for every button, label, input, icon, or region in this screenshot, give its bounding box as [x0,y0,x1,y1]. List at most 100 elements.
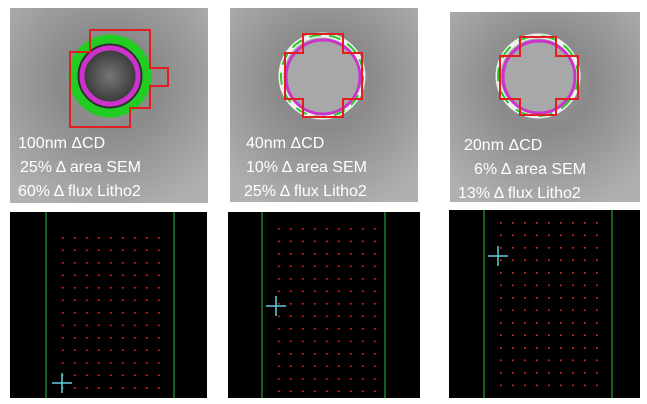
sample-dot [500,272,502,274]
sample-dot [350,278,352,280]
sample-dot [560,310,562,312]
sample-dot [314,291,316,293]
sample-dot [512,285,514,287]
sample-dot [158,362,160,364]
sample-dot [584,272,586,274]
sample-dot [548,310,550,312]
sample-dot [86,312,88,314]
sample-dot [572,310,574,312]
sample-dot [596,385,598,387]
sample-dot [536,335,538,337]
sample-dot [572,260,574,262]
sample-dot [524,222,526,224]
sample-dot [560,272,562,274]
sample-dot [290,391,292,393]
sample-dot [290,378,292,380]
sample-dot [362,391,364,393]
sample-dot [362,228,364,230]
sample-dot [74,287,76,289]
sample-dot [134,350,136,352]
sample-dot [302,228,304,230]
sample-dot [122,362,124,364]
sample-dot [158,337,160,339]
sample-dot [548,285,550,287]
sample-dot [572,247,574,249]
sample-dot [500,360,502,362]
sample-dot [146,300,148,302]
sample-dot [338,341,340,343]
sample-dot [374,278,376,280]
sample-dot [146,287,148,289]
sample-dot [314,353,316,355]
sample-dot [326,328,328,330]
sample-dot [572,272,574,274]
sample-dot [584,285,586,287]
sample-dot [122,337,124,339]
sample-dot [512,335,514,337]
sample-dot [314,316,316,318]
sample-dot [122,350,124,352]
sample-dot [146,375,148,377]
sample-dot [572,360,574,362]
sample-dot [122,275,124,277]
sample-dot [374,341,376,343]
sample-dot [338,241,340,243]
sample-dot [572,322,574,324]
sample-dot [374,316,376,318]
sample-dot [290,291,292,293]
sample-dot [134,250,136,252]
sample-dot [500,297,502,299]
sample-dot [110,275,112,277]
sample-dot [134,387,136,389]
sample-dot [524,385,526,387]
sample-dot [524,297,526,299]
captions: 100nm ΔCD 25% Δ area SEM 60% Δ flux Lith… [18,135,586,202]
sample-dot [524,272,526,274]
sample-dot [572,347,574,349]
sample-dot [74,350,76,352]
sample-dot [74,362,76,364]
sample-dot [362,278,364,280]
sample-dot [560,372,562,374]
sample-dot [122,250,124,252]
sample-dot [500,322,502,324]
sample-dot [338,391,340,393]
sample-dot [362,341,364,343]
sample-dot [338,253,340,255]
sample-dot [584,235,586,237]
sample-dot [158,387,160,389]
sample-dot [302,353,304,355]
sample-dot [500,260,502,262]
sample-dot [326,303,328,305]
sample-dot [326,341,328,343]
sample-dot [302,366,304,368]
sample-dot [536,385,538,387]
sample-dot [524,235,526,237]
sample-dot [86,325,88,327]
sample-dot [122,300,124,302]
sample-dot [62,250,64,252]
sample-dot [512,372,514,374]
sampling-panel [10,212,207,398]
sample-dot [86,387,88,389]
sample-dot [584,385,586,387]
sample-dot [62,337,64,339]
sample-dot [290,303,292,305]
sample-dot [74,387,76,389]
sample-dot [314,391,316,393]
sample-dot [74,250,76,252]
sample-dot [98,387,100,389]
sample-dot [536,297,538,299]
sample-dot [110,362,112,364]
sample-dot [314,228,316,230]
sample-dot [86,250,88,252]
sample-dot [548,322,550,324]
sample-dot [362,353,364,355]
sample-dot [290,266,292,268]
sample-dot [512,222,514,224]
sample-dot [350,328,352,330]
sample-dot [350,291,352,293]
caption-line: 25% Δ flux Litho2 [244,183,367,200]
sample-dot [500,335,502,337]
sample-dot [110,387,112,389]
